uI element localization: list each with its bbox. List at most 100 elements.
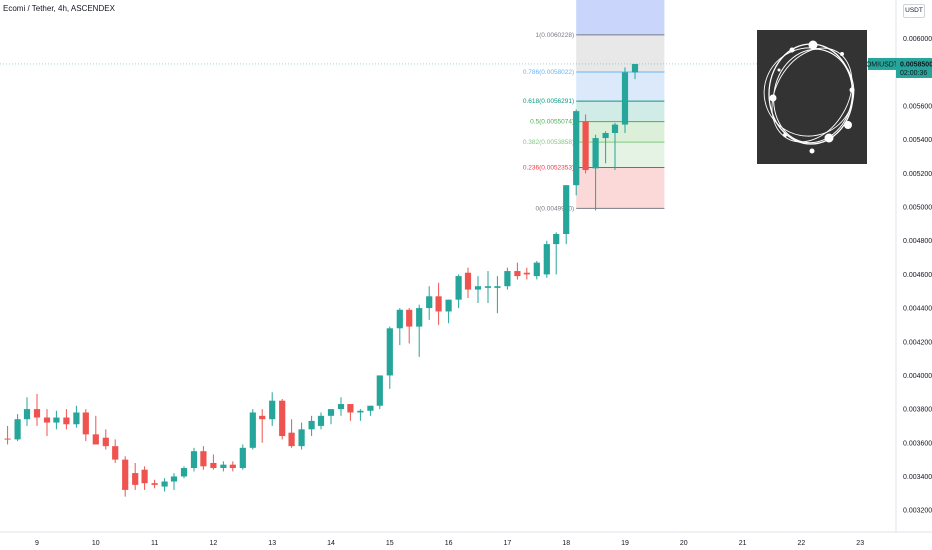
time-tick-label: 23 [856,540,864,547]
candle-body [592,138,599,169]
fib-zone [576,101,665,122]
candle [33,393,41,426]
candle-body [357,410,364,413]
candle [464,267,472,298]
candle-body [494,286,501,288]
candle [582,114,589,174]
fib-level-label: 1(0.0060228) [536,32,575,39]
candle-body [386,328,393,376]
candle [102,429,109,450]
candle [631,63,639,80]
candle-body [4,438,11,440]
candle [357,409,364,421]
candle [200,446,207,470]
candle-body [631,63,639,73]
time-tick-label: 13 [268,540,276,547]
candle [63,409,70,430]
candle [92,415,99,445]
candle [122,456,129,497]
time-tick-label: 12 [210,540,218,547]
candle [190,447,198,472]
time-tick-label: 17 [504,540,512,547]
candle-body [308,420,315,430]
candle [161,478,168,492]
candle [112,439,119,463]
candle [494,276,501,314]
candle-body [553,234,560,245]
fib-level-label: 0.236(0.0052353) [523,164,574,171]
fib-zone-top [576,0,665,35]
candle-body [582,121,589,171]
fib-zone [576,142,665,168]
candle [445,299,452,324]
time-tick-label: 20 [680,540,688,547]
candle-body [317,415,325,426]
candle-body [220,464,227,469]
candle [308,415,315,437]
time-tick-label: 21 [739,540,747,547]
candle-body [141,469,148,484]
countdown-label: 02:00:36 [900,70,927,77]
price-tick-label: 0.0060000 [903,36,932,43]
symbol-badge [868,57,896,70]
last-price-badge [896,57,932,78]
last-price-layer: OMIUSDT 0.0058500 02:00:36 [0,57,932,78]
candle [523,267,530,280]
candle-body [43,417,51,423]
candle [573,109,580,196]
candle-body [337,404,345,410]
candle-body [367,405,374,411]
currency-badge[interactable]: USDT [903,4,925,18]
candle [151,479,158,489]
candle-body [288,432,295,447]
candle-body [455,276,462,300]
candle-body [112,446,119,460]
candle [543,240,550,278]
fib-zone [576,34,665,73]
candle-body [327,409,335,416]
candle [298,422,305,450]
candle-body [445,299,452,312]
candle [416,304,423,357]
candle-body [514,271,521,277]
candle [269,392,276,426]
candle-body [249,412,256,448]
candle [514,262,521,280]
candle [426,286,433,320]
candle [141,466,148,490]
ecomi-ring-logo-icon [763,40,855,154]
candle [279,399,286,440]
fibonacci-retracement[interactable]: 1(0.0060228) 0.786(0.0058022) 0.618(0.0056… [523,0,665,212]
candle-body [621,72,629,125]
candle [239,444,246,470]
candle [406,308,413,344]
candle-body [259,415,266,420]
time-tick-label: 15 [386,540,394,547]
candle-body [53,417,60,423]
candle-body [23,409,31,420]
candle [23,397,31,426]
candle-body [102,437,109,447]
candle-body [573,111,580,186]
fib-level-label: 0(0.0049920) [536,205,575,212]
candle-body [170,476,178,482]
fib-zone [576,167,665,209]
candle [327,409,335,425]
candle [132,462,139,490]
candle-body [239,447,246,469]
candle-body [376,375,383,406]
candle-body [161,481,168,487]
candle-body [602,133,609,139]
time-tick-label: 18 [562,540,570,547]
fib-level-label: 0.786(0.0058022) [523,69,574,76]
time-tick-label: 11 [151,540,158,547]
